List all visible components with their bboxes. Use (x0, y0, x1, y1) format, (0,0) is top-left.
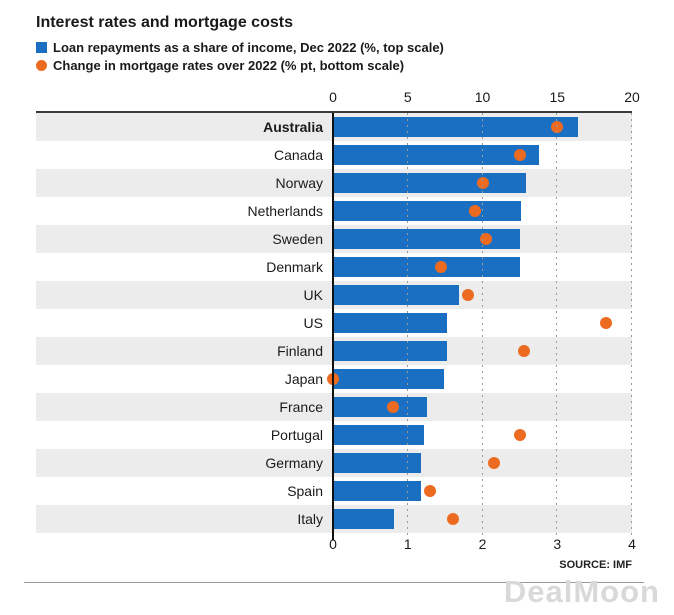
loan-repayment-bar (333, 173, 526, 193)
axis-tick-bottom: 3 (553, 536, 562, 552)
category-label: Spain (287, 483, 323, 499)
chart-title: Interest rates and mortgage costs (36, 14, 293, 31)
axis-tick-bottom: 2 (478, 536, 487, 552)
axis-tick-top: 0 (329, 89, 337, 105)
gridline (556, 113, 558, 538)
rate-change-dot (487, 457, 500, 469)
rate-change-dot (424, 485, 437, 497)
chart-row: UK (36, 281, 632, 309)
category-label: Denmark (266, 259, 323, 275)
loan-repayment-bar (333, 341, 447, 361)
rate-change-dot (476, 177, 489, 189)
legend-item-loan-repayments: Loan repayments as a share of income, De… (36, 38, 444, 56)
chart-row: Netherlands (36, 197, 632, 225)
loan-repayment-bar (333, 397, 428, 417)
blue-square-icon (36, 41, 47, 53)
rate-change-dot (446, 513, 459, 525)
category-label: Netherlands (247, 203, 324, 219)
rate-change-dot (599, 317, 612, 329)
chart-row: Australia (36, 113, 632, 141)
axis-tick-top: 20 (624, 89, 640, 105)
zero-axis-line (332, 113, 334, 540)
category-label: Norway (275, 175, 323, 191)
bar-chart: Australia Canada Norway Netherlands Sweden De… (36, 111, 632, 540)
axis-tick-bottom: 0 (329, 536, 337, 552)
axis-tick-top: 15 (549, 89, 566, 105)
rate-change-dot (551, 121, 564, 133)
category-label: Japan (284, 371, 323, 387)
loan-repayment-bar (333, 257, 520, 277)
gridline (406, 113, 408, 538)
legend-item-rate-change: Change in mortgage rates over 2022 (% pt… (36, 56, 444, 74)
chart-row: Japan (36, 365, 632, 393)
category-label: Portugal (270, 427, 323, 443)
legend-label: Change in mortgage rates over 2022 (% pt… (53, 57, 405, 73)
rate-change-dot (513, 429, 526, 441)
axis-tick-top: 5 (403, 89, 412, 105)
rate-change-dot (386, 401, 399, 413)
chart-row: Spain (36, 477, 632, 505)
rate-change-dot (435, 261, 448, 273)
chart-row: Canada (36, 141, 632, 169)
chart-row: Germany (36, 449, 632, 477)
chart-row: Portugal (36, 421, 632, 449)
bottom-divider (24, 582, 644, 583)
rate-change-dot (469, 205, 482, 217)
legend-label: Loan repayments as a share of income, De… (53, 39, 444, 55)
plot-top-border (36, 111, 632, 113)
chart-row: France (36, 393, 632, 421)
loan-repayment-bar (333, 285, 459, 305)
gridline (631, 113, 632, 538)
category-label: Germany (265, 455, 323, 471)
category-label: US (303, 315, 323, 331)
gridline (481, 113, 483, 538)
category-label: UK (303, 287, 323, 303)
loan-repayment-bar (333, 313, 447, 333)
axis-tick-bottom: 4 (628, 536, 636, 552)
chart-row: Italy (36, 505, 632, 533)
category-label: Sweden (272, 231, 323, 247)
chart-row: Finland (36, 337, 632, 365)
rate-change-dot (517, 345, 530, 357)
rate-change-dot (461, 289, 474, 301)
watermark: DealMoon (503, 574, 660, 609)
loan-repayment-bar (333, 425, 425, 445)
legend: Loan repayments as a share of income, De… (36, 38, 444, 74)
source-note: SOURCE: IMF (559, 559, 632, 571)
chart-row: US (36, 309, 632, 337)
loan-repayment-bar (333, 145, 540, 165)
loan-repayment-bar (333, 453, 422, 473)
category-label: Australia (263, 119, 323, 135)
category-label: Italy (297, 511, 323, 527)
chart-row: Norway (36, 169, 632, 197)
loan-repayment-bar (333, 117, 579, 137)
chart-row: Sweden (36, 225, 632, 253)
axis-tick-bottom: 1 (403, 536, 412, 552)
axis-tick-top: 10 (474, 89, 491, 105)
loan-repayment-bar (333, 481, 422, 501)
rate-change-dot (480, 233, 493, 245)
loan-repayment-bar (333, 509, 395, 529)
loan-repayment-bar (333, 201, 522, 221)
chart-row: Denmark (36, 253, 632, 281)
category-label: France (279, 399, 323, 415)
loan-repayment-bar (333, 369, 444, 389)
rate-change-dot (513, 149, 526, 161)
category-label: Finland (277, 343, 323, 359)
orange-circle-icon (36, 59, 47, 71)
loan-repayment-bar (333, 229, 520, 249)
category-label: Canada (273, 147, 323, 163)
